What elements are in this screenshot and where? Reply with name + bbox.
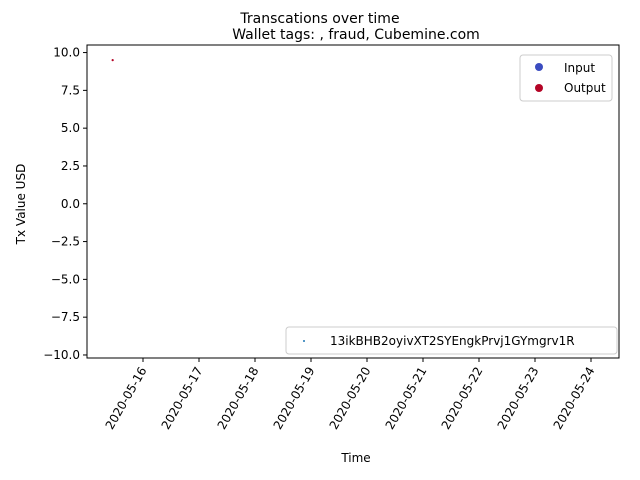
legend-label-input: Input bbox=[564, 61, 595, 75]
x-tick-label: 2020-05-24 bbox=[551, 365, 598, 432]
y-tick-label: −10.0 bbox=[43, 348, 80, 362]
x-tick-label: 2020-05-16 bbox=[103, 365, 150, 432]
legend-marker-wallet bbox=[303, 340, 305, 342]
plot-area bbox=[86, 44, 620, 359]
y-axis-label: Tx Value USD bbox=[14, 164, 28, 246]
x-tick-label: 2020-05-19 bbox=[271, 365, 318, 432]
x-tick-label: 2020-05-17 bbox=[159, 365, 206, 432]
x-axis-label: Time bbox=[340, 451, 370, 465]
legend-wallet-frame bbox=[285, 326, 618, 355]
legend-marker-input bbox=[535, 63, 543, 71]
legend-marker-output bbox=[535, 84, 543, 92]
x-tick-label: 2020-05-22 bbox=[439, 365, 486, 432]
y-tick-label: −2.5 bbox=[51, 235, 80, 249]
chart-suptitle: Transcations over time bbox=[239, 11, 399, 27]
legend-label-output: Output bbox=[564, 81, 606, 95]
data-points bbox=[111, 59, 114, 62]
axis-ticks: 10.0 7.5 5.0 2.5 0.0 −2.5 −5.0 −7.5 −10.0 2020-05… bbox=[43, 46, 597, 432]
legend-label-wallet: 13ikBHB2oyivXT2SYEngkPrvj1GYmgrv1R bbox=[330, 334, 575, 348]
chart-title: Wallet tags: , fraud, Cubemine.com bbox=[232, 27, 480, 43]
y-tick-label: 5.0 bbox=[61, 121, 80, 135]
y-tick-label: 10.0 bbox=[53, 46, 80, 60]
data-point-output bbox=[111, 59, 114, 62]
x-tick-label: 2020-05-20 bbox=[327, 365, 374, 432]
x-tick-label: 2020-05-21 bbox=[383, 365, 430, 432]
legend-wallet: 13ikBHB2oyivXT2SYEngkPrvj1GYmgrv1R bbox=[285, 326, 618, 355]
legend-type-frame bbox=[519, 54, 613, 102]
y-tick-label: 0.0 bbox=[61, 197, 80, 211]
x-tick-label: 2020-05-18 bbox=[215, 365, 262, 432]
y-tick-label: 2.5 bbox=[61, 159, 80, 173]
y-tick-label: 7.5 bbox=[61, 83, 80, 97]
y-tick-label: −5.0 bbox=[51, 272, 80, 286]
y-tick-label: −7.5 bbox=[51, 310, 80, 324]
x-tick-label: 2020-05-23 bbox=[495, 365, 542, 432]
legend-type: Input Output bbox=[519, 54, 613, 102]
